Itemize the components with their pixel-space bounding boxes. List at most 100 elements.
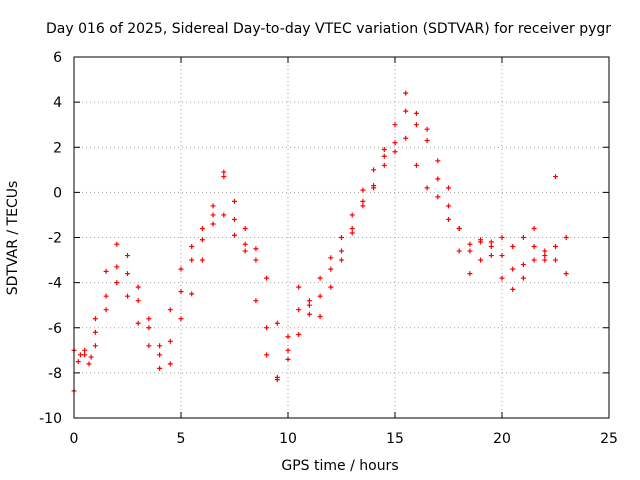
data-point <box>135 298 141 304</box>
data-point <box>114 280 120 286</box>
data-point <box>339 248 344 254</box>
data-point <box>339 235 344 240</box>
data-point <box>435 194 441 200</box>
data-point <box>317 275 323 281</box>
data-point <box>264 325 270 331</box>
data-point <box>349 212 355 218</box>
data-point <box>146 316 152 322</box>
data-point <box>371 185 377 191</box>
data-point <box>167 338 173 344</box>
data-point <box>82 352 88 358</box>
data-point <box>456 248 462 254</box>
data-point <box>285 347 291 353</box>
data-point <box>392 140 398 146</box>
data-point <box>157 365 163 371</box>
x-tick-label: 10 <box>279 431 297 447</box>
data-point <box>88 354 94 360</box>
x-tick-label: 20 <box>493 431 511 447</box>
data-point <box>488 244 494 250</box>
data-point <box>424 126 430 132</box>
data-point <box>392 149 398 155</box>
data-point <box>510 286 516 292</box>
data-point <box>467 241 473 247</box>
data-point <box>296 307 302 313</box>
data-point <box>531 244 537 250</box>
data-point <box>360 203 366 209</box>
data-point <box>189 244 195 250</box>
x-tick-label: 0 <box>70 431 79 447</box>
y-tick-label: -2 <box>48 231 62 247</box>
data-point <box>253 257 259 263</box>
data-point <box>413 110 419 116</box>
data-point <box>478 257 484 263</box>
data-point <box>242 225 248 231</box>
data-point <box>210 203 216 209</box>
data-point <box>553 257 558 263</box>
data-point <box>253 298 259 304</box>
data-point <box>221 212 227 218</box>
data-point <box>542 253 548 259</box>
data-point <box>381 153 387 159</box>
data-point <box>103 307 109 313</box>
data-point <box>317 313 323 319</box>
data-point <box>424 185 430 191</box>
data-point <box>125 253 130 259</box>
data-point <box>499 235 505 240</box>
data-point <box>178 266 184 272</box>
data-point <box>86 361 92 367</box>
y-tick-label: -10 <box>39 411 62 427</box>
data-point <box>242 241 248 247</box>
data-point <box>296 284 302 290</box>
data-point <box>499 253 505 259</box>
data-point <box>381 147 387 153</box>
data-point <box>75 359 81 365</box>
series-track-2 <box>71 135 569 371</box>
data-point <box>167 307 173 313</box>
data-point <box>563 271 569 277</box>
data-point <box>403 108 409 114</box>
data-point <box>306 298 312 304</box>
x-axis-label: GPS time / hours <box>281 458 398 474</box>
data-point <box>306 302 312 308</box>
data-point <box>210 212 216 218</box>
y-tick-label: -6 <box>48 321 62 337</box>
data-point <box>189 291 195 297</box>
data-point <box>125 293 130 299</box>
y-tick-label: 6 <box>53 50 62 66</box>
data-point <box>135 320 141 326</box>
data-point <box>77 352 83 358</box>
data-point <box>189 257 195 263</box>
data-point <box>392 122 398 128</box>
series-track-1 <box>71 90 569 394</box>
data-point <box>413 122 419 128</box>
data-point <box>221 174 227 180</box>
data-point <box>456 225 462 231</box>
data-point <box>199 225 205 231</box>
data-point <box>167 361 173 367</box>
data-point <box>242 248 248 254</box>
data-point <box>157 343 163 349</box>
data-point <box>553 244 558 250</box>
data-point <box>103 293 109 299</box>
data-point <box>542 257 548 263</box>
data-point <box>478 237 484 243</box>
data-point <box>199 237 205 243</box>
data-point <box>199 257 205 263</box>
data-point <box>349 230 355 236</box>
data-point <box>520 235 526 240</box>
data-point <box>82 347 88 353</box>
data-point <box>274 320 280 326</box>
data-point <box>446 185 451 191</box>
data-point <box>221 169 227 175</box>
data-point <box>553 174 558 180</box>
data-point <box>232 198 237 204</box>
data-point <box>403 135 409 141</box>
data-point <box>274 374 280 380</box>
data-point <box>446 203 451 209</box>
data-point <box>424 137 430 143</box>
data-series <box>71 90 569 394</box>
y-tick-label: -8 <box>48 366 62 382</box>
data-point <box>413 162 419 168</box>
data-point <box>114 241 120 247</box>
